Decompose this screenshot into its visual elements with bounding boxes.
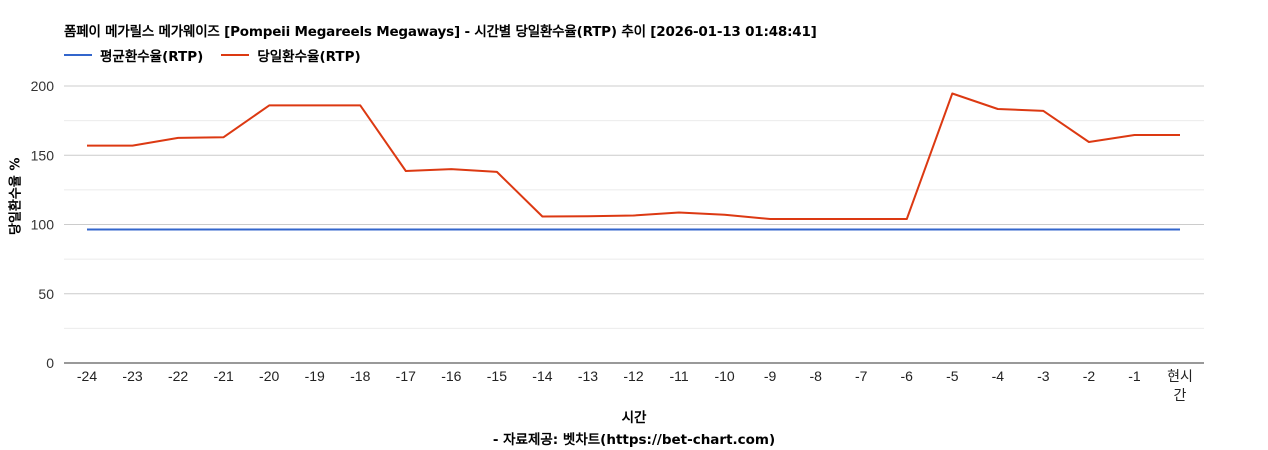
x-tick-label: -24 <box>77 368 97 384</box>
x-tick-label: 현시 간 <box>1167 368 1193 403</box>
x-tick-label: -6 <box>901 368 914 384</box>
legend-item-average-rtp[interactable]: 평균환수율(RTP) <box>64 45 203 65</box>
legend-swatch-red-icon <box>221 54 250 56</box>
y-axis-title-text: 당일환수율 % <box>8 157 24 235</box>
legend-swatch-blue-icon <box>64 54 92 56</box>
chart-title: 폼페이 메가릴스 메가웨이즈 [Pompeii Megareels Megawa… <box>64 24 817 40</box>
daily-rtp-line[interactable] <box>87 92 1180 220</box>
x-tick-label: -10 <box>714 368 734 384</box>
x-axis-ticks: -24 -23 -22 -21 -20 -19 -18 -17 -16 -15 -14 -13 -12 -… <box>77 368 1193 403</box>
y-axis-ticks: 0 50 100 150 200 <box>31 78 55 371</box>
x-tick-label: -21 <box>214 368 234 384</box>
x-tick-label: -7 <box>855 368 868 384</box>
x-tick-label: -5 <box>946 368 959 384</box>
source-credit: - 자료제공: 벳차트(https://bet-chart.com) <box>492 432 776 448</box>
x-tick-label: -2 <box>1083 368 1096 384</box>
x-tick-label: -20 <box>259 368 279 384</box>
x-tick-label: -18 <box>350 368 370 384</box>
legend-item-daily-rtp[interactable]: 당일환수율(RTP) <box>221 45 361 65</box>
x-tick-label: -19 <box>305 368 325 384</box>
x-tick-label: -3 <box>1037 368 1050 384</box>
y-tick-label: 0 <box>46 355 54 371</box>
x-tick-label: -12 <box>623 368 643 384</box>
x-tick-label: -15 <box>487 368 507 384</box>
x-tick-label: -4 <box>992 368 1005 384</box>
x-tick-label: -8 <box>809 368 822 384</box>
x-tick-label: -14 <box>532 368 552 384</box>
x-tick-label: -23 <box>122 368 142 384</box>
x-tick-label: -11 <box>669 368 688 384</box>
legend: 평균환수율(RTP) 당일환수율(RTP) <box>64 45 379 65</box>
x-tick-label: -9 <box>764 368 777 384</box>
x-tick-label: -22 <box>168 368 188 384</box>
y-tick-label: 150 <box>31 147 55 163</box>
x-tick-label: -17 <box>396 368 416 384</box>
legend-label: 당일환수율(RTP) <box>257 49 361 65</box>
x-tick-label: -1 <box>1128 368 1141 384</box>
y-axis-title: 당일환수율 % <box>5 158 24 235</box>
x-axis-title: 시간 <box>621 410 647 426</box>
x-tick-label: -16 <box>441 368 461 384</box>
y-tick-label: 100 <box>31 217 55 233</box>
x-tick-label: -13 <box>578 368 598 384</box>
y-tick-label: 200 <box>31 78 55 94</box>
series-lines <box>87 92 1180 231</box>
gridlines <box>64 85 1204 329</box>
y-tick-label: 50 <box>38 286 54 302</box>
legend-label: 평균환수율(RTP) <box>100 49 204 65</box>
